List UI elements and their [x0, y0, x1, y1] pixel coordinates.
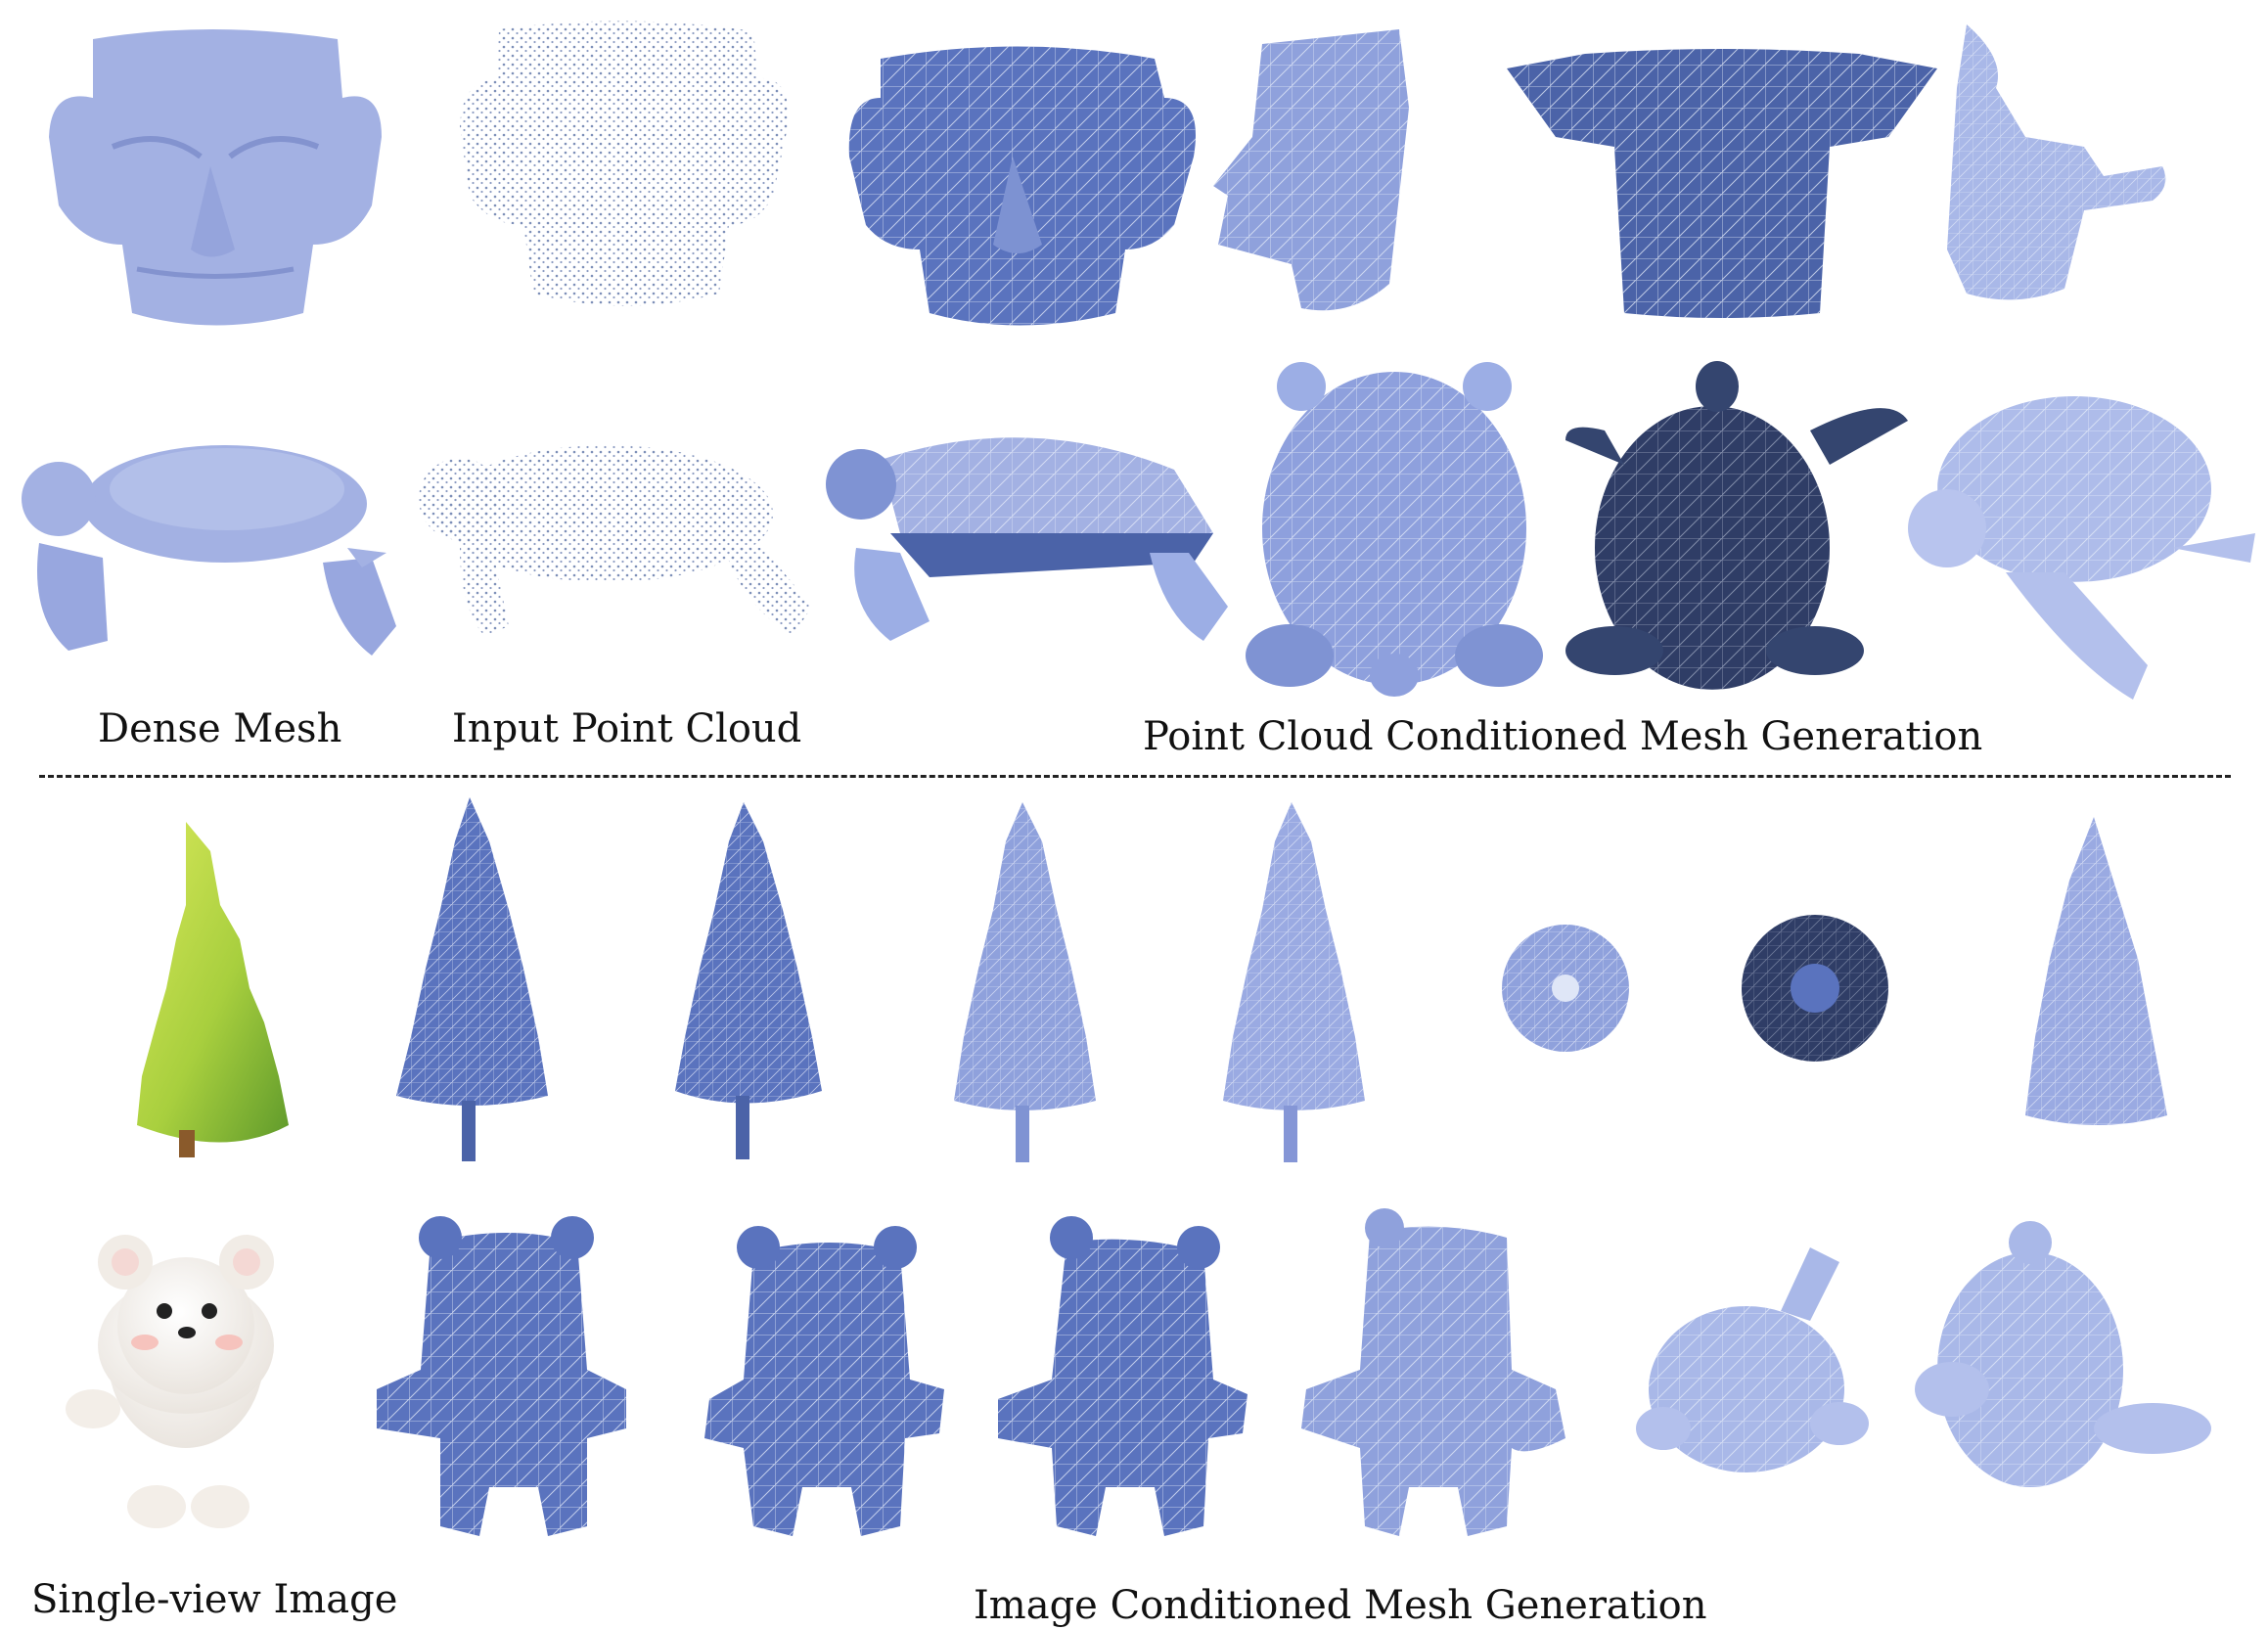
- tree-mesh-bottom-view: [1742, 915, 1888, 1062]
- bear-mesh-bottom-view: [1915, 1221, 2211, 1487]
- mask-point-cloud: [460, 21, 789, 305]
- label-image-generation: Image Conditioned Mesh Generation: [974, 1583, 1707, 1628]
- mask-dense-mesh: [49, 29, 382, 326]
- bear-mesh: [704, 1226, 944, 1536]
- turtle-mesh-side: [826, 437, 1228, 641]
- bear-mesh-top-view: [1636, 1247, 1869, 1472]
- turtle-mesh-bottom: [1565, 361, 1908, 690]
- tree-mesh: [1223, 802, 1365, 1162]
- bear-image: [66, 1235, 274, 1528]
- label-dense-mesh: Dense Mesh: [98, 706, 341, 751]
- turtle-dense-mesh: [22, 445, 396, 656]
- bear-mesh: [998, 1216, 1247, 1536]
- tree-mesh: [675, 802, 822, 1159]
- tree-mesh-angle-view: [2025, 817, 2167, 1125]
- tree-mesh-top-view: [1502, 925, 1629, 1052]
- turtle-mesh-top: [1246, 362, 1543, 697]
- label-single-view-image: Single-view Image: [31, 1577, 397, 1622]
- mask-mesh-back: [1507, 49, 1937, 318]
- label-input-point-cloud: Input Point Cloud: [452, 706, 801, 751]
- tree-image: [137, 822, 289, 1157]
- mask-mesh-top: [1947, 24, 2165, 299]
- mask-mesh-front: [849, 47, 1196, 326]
- section-divider: [39, 775, 2231, 778]
- turtle-mesh-angle: [1908, 396, 2255, 700]
- bear-mesh: [377, 1216, 626, 1536]
- turtle-point-cloud: [419, 445, 812, 636]
- tree-mesh: [396, 797, 548, 1161]
- bear-mesh: [1301, 1208, 1565, 1536]
- label-point-cloud-generation: Point Cloud Conditioned Mesh Generation: [1143, 714, 1982, 759]
- tree-mesh: [954, 802, 1096, 1162]
- mask-mesh-side: [1213, 29, 1409, 310]
